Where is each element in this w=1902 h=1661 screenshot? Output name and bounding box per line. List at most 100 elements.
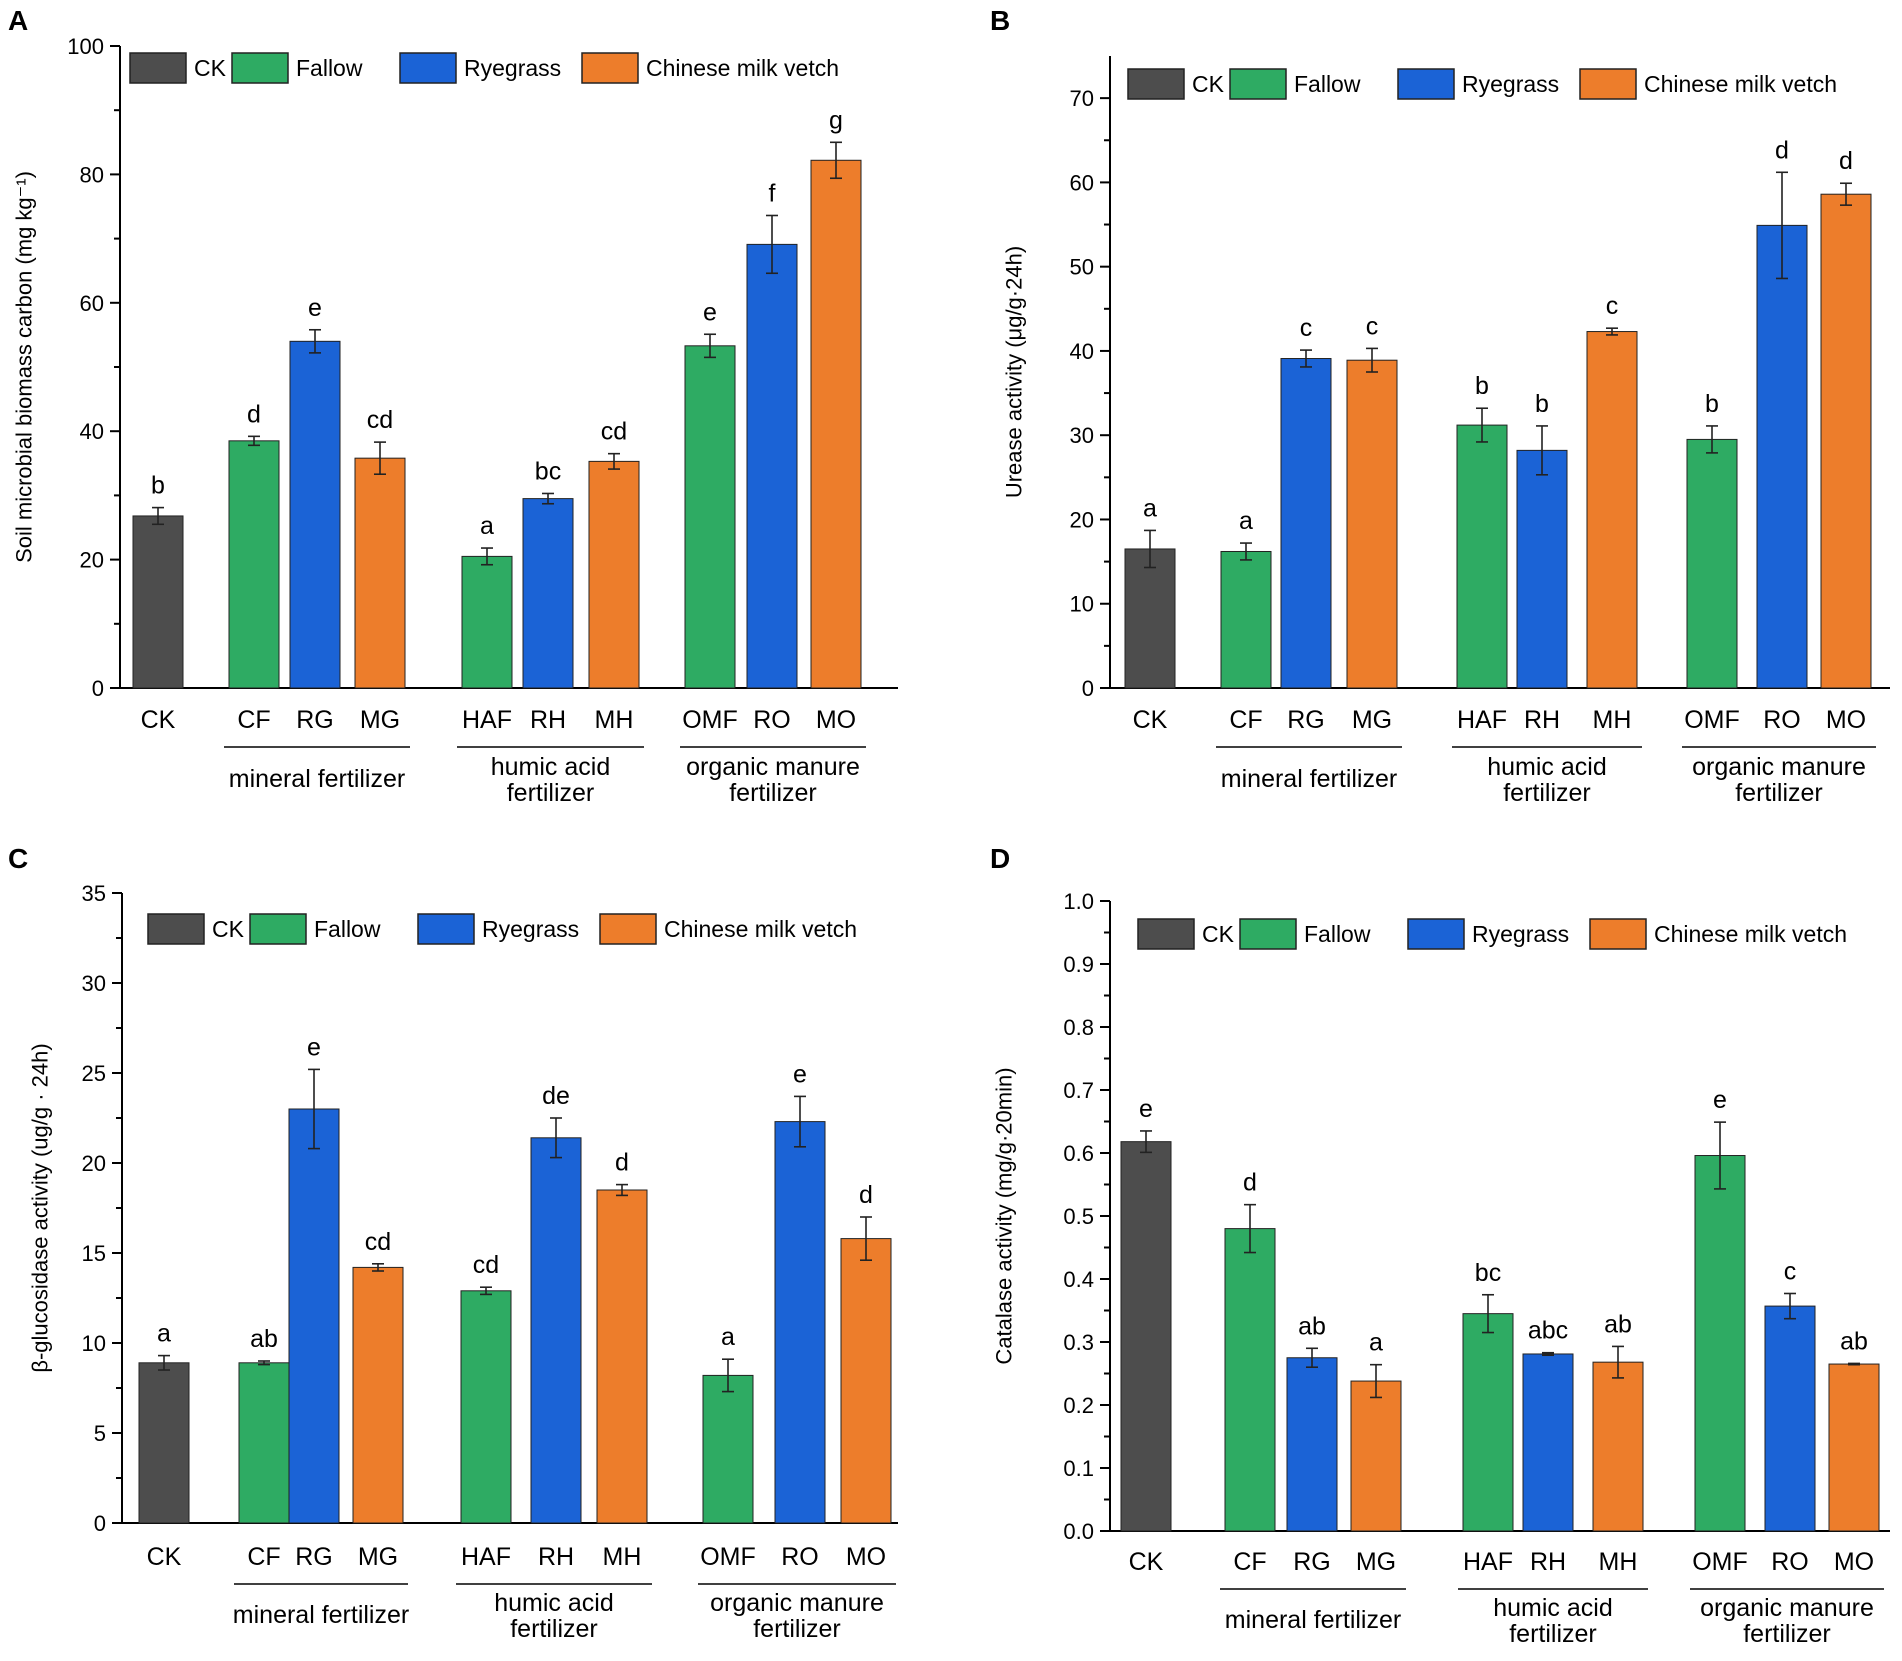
legend-label: Chinese milk vetch	[646, 55, 839, 81]
significance-label: e	[1713, 1086, 1727, 1114]
bar-haf	[461, 555, 513, 689]
bar-ro	[746, 243, 798, 689]
category-label: MG	[358, 1543, 398, 1571]
legend-label: CK	[194, 55, 227, 81]
category-label: RH	[530, 706, 566, 734]
bar-rh	[530, 1137, 582, 1524]
category-label: MG	[1356, 1548, 1396, 1576]
bar-mh	[1592, 1361, 1644, 1532]
bar-mh	[596, 1189, 648, 1524]
y-tick-label: 0.5	[1063, 1204, 1094, 1229]
panel-letter: B	[990, 5, 1010, 36]
y-tick-label: 50	[1070, 255, 1094, 280]
category-label: RH	[1524, 706, 1560, 734]
significance-label: ab	[1298, 1312, 1326, 1340]
significance-label: b	[1535, 390, 1549, 418]
y-axis-title: Soil microbial biomass carbon (mg kg⁻¹)	[12, 171, 37, 563]
bar-ck	[138, 1362, 190, 1524]
category-label: CK	[1133, 706, 1168, 734]
y-tick-label: 0	[92, 676, 104, 701]
legend-swatch	[1407, 918, 1465, 950]
category-label: HAF	[1463, 1548, 1513, 1576]
category-label: OMF	[1692, 1548, 1748, 1576]
y-tick-label: 35	[82, 881, 106, 906]
category-label: CF	[247, 1543, 280, 1571]
legend-label: Chinese milk vetch	[1644, 71, 1837, 97]
significance-label: d	[1839, 147, 1853, 175]
bar-haf	[460, 1290, 512, 1524]
bar-ck	[132, 515, 184, 689]
legend-swatch	[1229, 68, 1287, 100]
y-tick-label: 20	[82, 1151, 106, 1176]
significance-label: a	[480, 512, 494, 540]
category-label: MH	[1593, 706, 1632, 734]
y-tick-label: 0	[94, 1511, 106, 1536]
significance-label: a	[1239, 507, 1253, 535]
legend-swatch	[1239, 918, 1297, 950]
category-label: MG	[360, 706, 400, 734]
category-label: RO	[753, 706, 791, 734]
legend-swatch	[417, 913, 475, 945]
significance-label: ab	[1604, 1310, 1632, 1338]
panel-a: A 0 20 40 60 80 100 Soil microbial biomass carb…	[8, 5, 898, 807]
y-tick-label: 0.3	[1063, 1330, 1094, 1355]
y-tick-label: 0.7	[1063, 1078, 1094, 1103]
significance-label: a	[1143, 494, 1157, 522]
category-label: RH	[1530, 1548, 1566, 1576]
legend-swatch	[1127, 68, 1185, 100]
y-tick-label: 0.8	[1063, 1015, 1094, 1040]
bar-ck	[1124, 548, 1176, 689]
bar-mh	[588, 460, 640, 689]
category-label: CK	[1129, 1548, 1164, 1576]
legend-label: Fallow	[1294, 71, 1361, 97]
y-axis-title: Catalase activity (mg/g·20min)	[992, 1067, 1017, 1364]
significance-label: g	[829, 106, 843, 134]
y-tick-label: 40	[80, 419, 104, 444]
legend-label: Ryegrass	[1462, 71, 1559, 97]
bar-omf	[684, 345, 736, 689]
group-label: humic acid	[1487, 753, 1607, 781]
legend-label: Chinese milk vetch	[1654, 921, 1847, 947]
bar-rg	[1286, 1357, 1338, 1532]
y-tick-label: 40	[1070, 339, 1094, 364]
panel-b: B 0 10 20 30 40 50 60 70 Urease activity (μg/g·24…	[990, 5, 1890, 807]
significance-label: de	[542, 1082, 570, 1110]
bar-mo	[810, 159, 862, 689]
category-label: OMF	[1684, 706, 1740, 734]
bar-ro	[1764, 1305, 1816, 1532]
group-label: mineral fertilizer	[233, 1601, 409, 1629]
y-tick-label: 0	[1082, 676, 1094, 701]
category-label: HAF	[462, 706, 512, 734]
bar-rh	[1516, 449, 1568, 689]
bar-rg	[288, 1108, 340, 1524]
significance-label: b	[151, 472, 165, 500]
group-label: fertilizer	[507, 779, 595, 807]
panel-letter: C	[8, 843, 28, 874]
bar-mh	[1586, 331, 1638, 689]
bar-cf	[228, 440, 280, 689]
legend-swatch	[599, 913, 657, 945]
category-label: RG	[1287, 706, 1325, 734]
legend-label: Ryegrass	[1472, 921, 1569, 947]
group-label: mineral fertilizer	[1221, 765, 1397, 793]
bar-haf	[1456, 424, 1508, 689]
category-label: MH	[1599, 1548, 1638, 1576]
bar-cf	[1220, 550, 1272, 689]
significance-label: b	[1475, 372, 1489, 400]
group-label: fertilizer	[510, 1615, 598, 1643]
category-label: MG	[1352, 706, 1392, 734]
panel-letter: A	[8, 5, 28, 36]
significance-label: cd	[367, 406, 393, 434]
significance-label: ab	[1840, 1327, 1868, 1355]
y-axis-title: Urease activity (μg/g·24h)	[1002, 246, 1027, 498]
group-label: organic manure	[686, 753, 860, 781]
bar-ro	[774, 1121, 826, 1524]
y-tick-label: 60	[1070, 170, 1094, 195]
bar-ro	[1756, 224, 1808, 689]
significance-label: e	[793, 1060, 807, 1088]
significance-label: e	[308, 294, 322, 322]
y-tick-label: 25	[82, 1061, 106, 1086]
y-tick-label: 0.4	[1063, 1267, 1094, 1292]
bar-rg	[1280, 358, 1332, 689]
